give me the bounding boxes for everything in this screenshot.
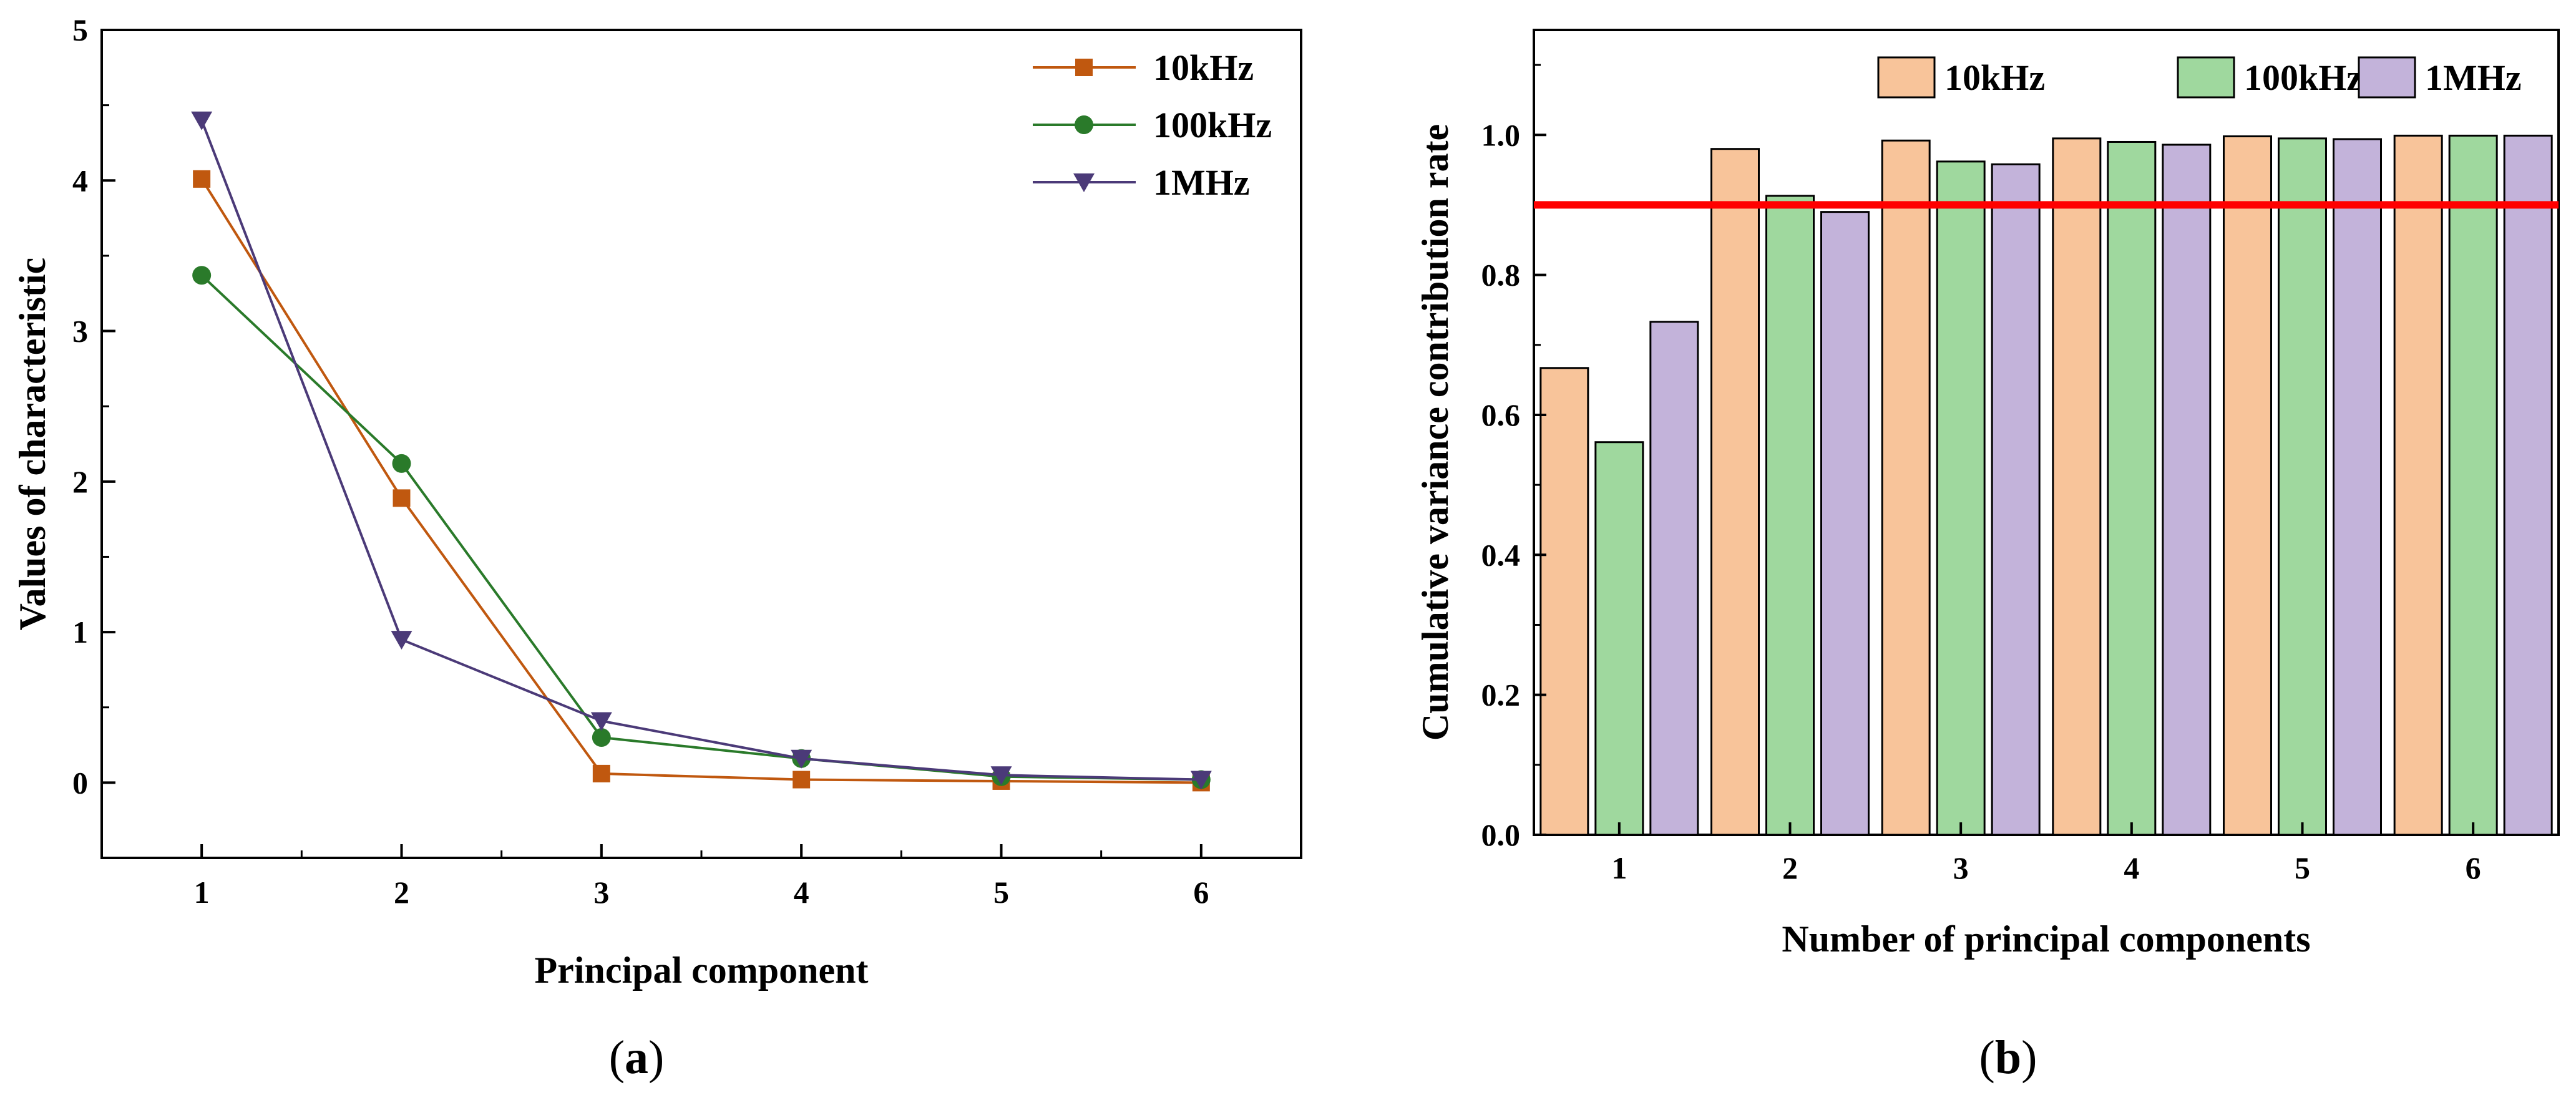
x-tick-label: 2 xyxy=(394,875,409,910)
y-tick-label: 0.6 xyxy=(1481,397,1521,432)
data-point-10kHz xyxy=(793,771,811,789)
bar-10kHz-5 xyxy=(2223,135,2272,836)
bar-10kHz-4 xyxy=(2052,137,2102,836)
bar-1MHz-2 xyxy=(1820,211,1870,836)
data-point-1MHz xyxy=(990,766,1012,786)
legend-label-10kHz: 10kHz xyxy=(1944,57,2045,98)
data-point-100kHz xyxy=(592,728,611,747)
bar-100kHz-2 xyxy=(1765,195,1815,836)
y-tick-label: 1 xyxy=(72,615,88,650)
x-tick-label: 4 xyxy=(2124,850,2139,885)
legend-swatch-10kHz xyxy=(1877,56,1936,99)
y-tick-label: 4 xyxy=(72,163,88,198)
legend-label-10kHz: 10kHz xyxy=(1153,47,1254,88)
bar-100kHz-1 xyxy=(1594,441,1644,836)
x-tick-label: 5 xyxy=(993,875,1009,910)
data-point-10kHz xyxy=(193,170,211,188)
data-point-1MHz xyxy=(791,749,812,769)
y-tick-label: 0 xyxy=(72,765,88,800)
y-axis-label: Cumulative variance contribution rate xyxy=(1415,124,1456,741)
legend-label-100kHz: 100kHz xyxy=(2244,57,2363,98)
data-point-1MHz xyxy=(191,111,213,130)
bar-1MHz-6 xyxy=(2503,134,2553,836)
data-point-1MHz xyxy=(590,712,612,731)
x-tick-label: 6 xyxy=(1193,875,1209,910)
bar-100kHz-3 xyxy=(1936,160,1986,836)
legend-swatch-100kHz xyxy=(2177,56,2235,99)
legend-marker-10kHz xyxy=(1075,59,1093,76)
y-tick-label: 5 xyxy=(72,12,88,47)
x-tick-label: 2 xyxy=(1782,850,1798,885)
panel-a-line-chart: 0 1 2 3 4 5 1 2 3 4 5 6 Principal component Values of… xyxy=(12,12,1302,991)
bar-1MHz-1 xyxy=(1649,321,1699,836)
bar-1MHz-5 xyxy=(2333,138,2382,836)
y-axis-label: Values of characteristic xyxy=(12,258,53,631)
bar-1MHz-3 xyxy=(1991,163,2041,836)
plot-frame xyxy=(1533,29,2560,836)
x-tick-label: 3 xyxy=(593,875,609,910)
caption-a: (a) xyxy=(609,1031,665,1084)
bar-100kHz-6 xyxy=(2448,134,2498,836)
bar-10kHz-3 xyxy=(1881,139,1931,836)
data-point-100kHz xyxy=(392,454,411,473)
series-line-100kHz xyxy=(200,274,1201,781)
bar-1MHz-4 xyxy=(2162,144,2212,836)
bar-10kHz-1 xyxy=(1539,367,1589,836)
legend-swatch-1MHz xyxy=(2358,56,2416,99)
legend-marker-1MHz xyxy=(1073,173,1095,192)
x-axis-label: Number of principal components xyxy=(1782,918,2310,960)
y-tick-label: 0.8 xyxy=(1481,258,1521,293)
series-line-10kHz xyxy=(200,178,1201,784)
x-tick-label: 4 xyxy=(794,875,809,910)
legend-label-1MHz: 1MHz xyxy=(2425,57,2522,98)
legend-label-1MHz: 1MHz xyxy=(1153,162,1250,203)
x-tick-label: 5 xyxy=(2295,850,2310,885)
y-tick-label: 0.2 xyxy=(1481,678,1521,713)
y-tick-label: 3 xyxy=(72,314,88,349)
y-tick-label: 1.0 xyxy=(1481,117,1521,152)
x-tick-label: 1 xyxy=(1611,850,1627,885)
panel-b-bar-chart: 1 2 3 4 5 6 0.0 0.2 0.4 0.6 0.8 1.0 Number of princi… xyxy=(1415,29,2560,960)
caption-b: (b) xyxy=(1979,1031,2037,1084)
data-point-10kHz xyxy=(592,764,610,782)
legend-marker-100kHz xyxy=(1075,115,1093,134)
legend-label-100kHz: 100kHz xyxy=(1153,105,1272,145)
bar-10kHz-2 xyxy=(1710,148,1760,836)
plot-frame xyxy=(100,29,1302,859)
bar-100kHz-5 xyxy=(2278,137,2327,836)
x-tick-label: 1 xyxy=(194,875,210,910)
y-tick-label: 0.0 xyxy=(1481,817,1521,852)
y-tick-label: 0.4 xyxy=(1481,537,1521,572)
x-tick-label: 3 xyxy=(1953,850,1969,885)
data-point-1MHz xyxy=(391,631,412,650)
series-line-1MHz xyxy=(200,120,1201,781)
data-point-100kHz xyxy=(192,266,212,285)
bar-10kHz-6 xyxy=(2393,134,2443,836)
bar-100kHz-4 xyxy=(2107,140,2157,836)
y-tick-label: 2 xyxy=(72,464,88,499)
data-point-1MHz xyxy=(1190,771,1212,790)
x-tick-label: 6 xyxy=(2466,850,2481,885)
x-axis-label: Principal component xyxy=(535,950,869,991)
data-point-10kHz xyxy=(393,489,411,507)
